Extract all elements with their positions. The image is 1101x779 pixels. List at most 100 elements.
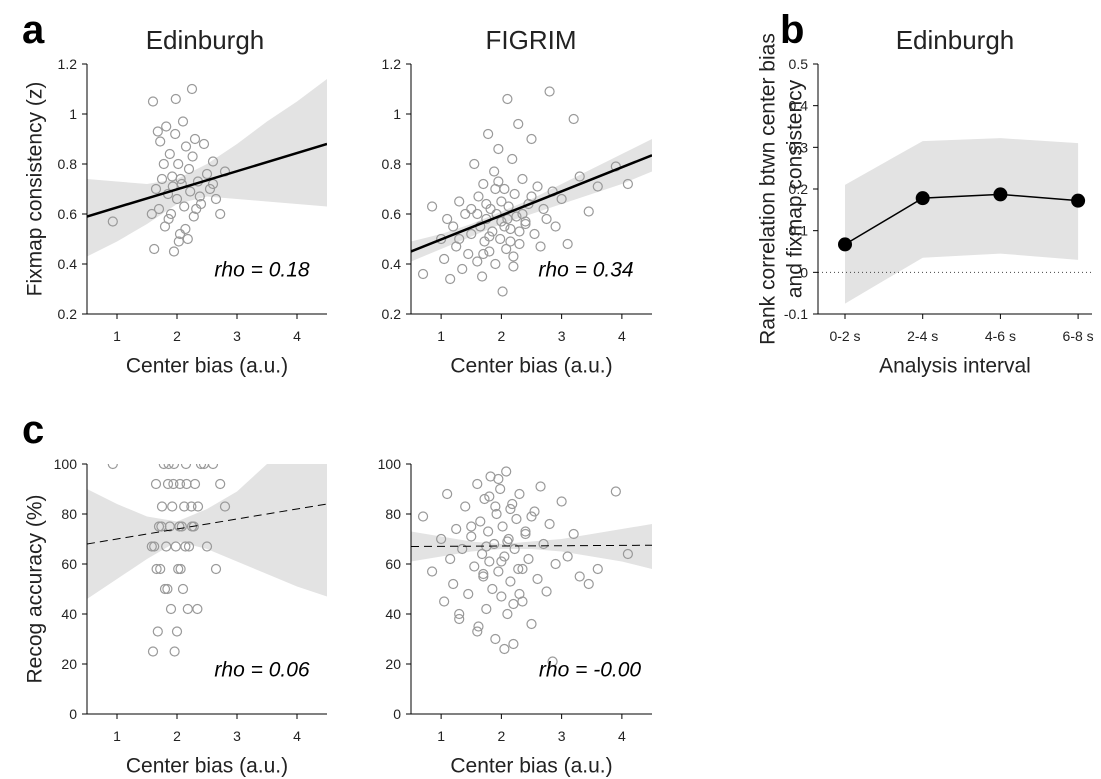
- y-tick-label: 0.1: [789, 223, 809, 239]
- y-tick-label: 0.2: [789, 181, 809, 197]
- data-point: [568, 113, 579, 125]
- data-point: [507, 498, 518, 510]
- data-point: [466, 521, 477, 532]
- data-point: [493, 176, 504, 187]
- data-point: [529, 506, 540, 517]
- data-point: [526, 511, 537, 522]
- x-tick-label: 6-8 s: [1063, 328, 1094, 344]
- data-point: [174, 521, 185, 532]
- data-point: [497, 286, 508, 297]
- data-point: [167, 501, 178, 512]
- data-point: [188, 211, 199, 222]
- data-point: [466, 228, 477, 240]
- data-point: [426, 201, 438, 212]
- y-tick-label: 20: [385, 656, 401, 672]
- data-point: [472, 478, 483, 490]
- y-axis-label: and fixmap consistency: [784, 79, 807, 298]
- x-tick-label: 2-4 s: [907, 328, 938, 344]
- data-point: [622, 548, 634, 560]
- data-point: [511, 211, 522, 222]
- data-point: [592, 563, 603, 575]
- data-point: [544, 518, 555, 530]
- data-point: [526, 191, 537, 202]
- y-tick-label: 1: [69, 106, 77, 122]
- data-point: [513, 563, 524, 575]
- data-point: [535, 241, 546, 252]
- panel-label: c: [22, 408, 44, 452]
- data-point: [484, 231, 495, 242]
- data-point: [215, 478, 226, 490]
- y-tick-label: 100: [54, 456, 78, 472]
- data-point: [173, 563, 184, 575]
- x-tick-label: 4: [293, 328, 301, 344]
- data-point: [915, 191, 930, 206]
- data-point: [535, 481, 546, 492]
- data-point: [479, 493, 490, 505]
- data-point: [186, 83, 198, 95]
- data-point: [511, 513, 522, 525]
- data-point: [451, 523, 462, 535]
- data-point: [490, 501, 501, 512]
- data-point: [161, 121, 172, 132]
- data-point: [442, 213, 453, 225]
- data-point: [182, 233, 193, 245]
- data-point: [503, 201, 514, 212]
- y-tick-label: 40: [385, 606, 401, 622]
- data-point: [171, 193, 183, 205]
- data-point: [514, 238, 525, 250]
- data-point: [466, 203, 477, 215]
- data-point: [147, 96, 159, 107]
- fit-line: [411, 544, 652, 547]
- y-tick-label: 1: [393, 106, 401, 122]
- x-axis-label: Center bias (a.u.): [450, 755, 612, 778]
- x-axis-label: Center bias (a.u.): [450, 355, 612, 378]
- data-point: [156, 501, 168, 512]
- data-point: [509, 543, 520, 555]
- data-point: [163, 213, 174, 225]
- data-point: [210, 193, 222, 205]
- data-point: [417, 268, 429, 280]
- confidence-band: [87, 79, 327, 257]
- y-tick-label: 0.4: [789, 98, 809, 114]
- data-point: [556, 496, 567, 507]
- y-tick-label: 60: [385, 556, 401, 572]
- data-point: [107, 464, 118, 470]
- data-point: [583, 578, 594, 590]
- data-point: [472, 626, 483, 637]
- data-point: [478, 178, 489, 190]
- data-point: [505, 223, 516, 235]
- x-tick-label: 3: [233, 328, 241, 344]
- data-point: [162, 478, 174, 490]
- data-point: [507, 153, 518, 165]
- data-point: [460, 208, 471, 220]
- data-point: [622, 178, 634, 190]
- data-point: [454, 196, 465, 207]
- x-tick-label: 1: [437, 328, 445, 344]
- data-point: [198, 464, 210, 470]
- data-point: [491, 508, 502, 520]
- data-point: [152, 626, 163, 637]
- x-tick-label: 1: [113, 328, 121, 344]
- data-point: [169, 646, 180, 657]
- data-point: [189, 478, 201, 490]
- data-point: [1071, 193, 1086, 208]
- data-point: [156, 173, 168, 185]
- y-tick-label: 0.2: [58, 306, 78, 322]
- data-point: [538, 203, 549, 215]
- data-point: [484, 246, 495, 257]
- x-tick-label: 2: [173, 328, 181, 344]
- y-tick-label: 0.6: [382, 206, 402, 222]
- data-point: [177, 116, 189, 127]
- data-point: [501, 243, 512, 255]
- plot-area: [87, 464, 327, 657]
- data-point: [472, 256, 483, 267]
- data-point: [181, 478, 192, 490]
- data-point: [183, 541, 195, 552]
- data-point: [158, 158, 169, 170]
- data-point: [532, 573, 543, 585]
- data-point: [161, 541, 172, 552]
- x-tick-label: 3: [558, 728, 566, 744]
- data-point: [514, 588, 525, 600]
- data-point: [526, 133, 537, 145]
- x-tick-label: 3: [233, 728, 241, 744]
